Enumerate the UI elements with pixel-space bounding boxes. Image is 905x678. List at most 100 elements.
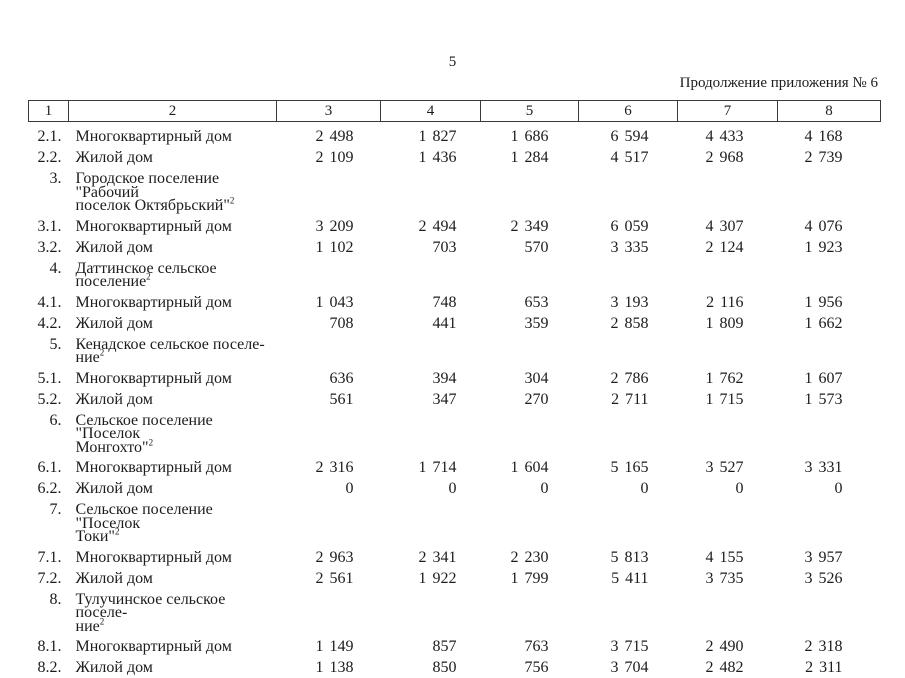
row-label: Жилой дом	[69, 478, 277, 499]
cell-value	[277, 589, 381, 637]
row-number: 4.1.	[29, 292, 69, 313]
cell-value: 756	[481, 657, 579, 678]
table-row: 8.Тулучинское сельское поселе-ние2	[29, 589, 881, 637]
cell-value: 1 762	[678, 368, 778, 389]
row-number: 8.1.	[29, 636, 69, 657]
cell-value: 3 957	[778, 547, 881, 568]
cell-value	[678, 499, 778, 547]
row-number: 5.2.	[29, 389, 69, 410]
footnote-marker: 2	[100, 348, 105, 358]
cell-value: 636	[277, 368, 381, 389]
row-label: Жилой дом	[69, 657, 277, 678]
cell-value: 2 968	[678, 147, 778, 168]
cell-value	[579, 410, 678, 458]
row-label: Многоквартирный дом	[69, 636, 277, 657]
row-label: Многоквартирный дом	[69, 122, 277, 148]
cell-value: 653	[481, 292, 579, 313]
cell-value: 1 922	[381, 568, 481, 589]
cell-value	[678, 258, 778, 292]
cell-value: 2 318	[778, 636, 881, 657]
row-number: 4.2.	[29, 313, 69, 334]
column-header: 3	[277, 101, 381, 122]
cell-value	[678, 589, 778, 637]
cell-value	[277, 499, 381, 547]
cell-value: 2 124	[678, 237, 778, 258]
cell-value: 3 715	[579, 636, 678, 657]
cell-value	[277, 410, 381, 458]
footnote-marker: 2	[115, 527, 120, 537]
cell-value	[481, 334, 579, 368]
row-number: 5.1.	[29, 368, 69, 389]
cell-value	[277, 334, 381, 368]
column-header: 7	[678, 101, 778, 122]
cell-value: 1 809	[678, 313, 778, 334]
cell-value: 5 411	[579, 568, 678, 589]
row-label: Многоквартирный дом	[69, 216, 277, 237]
cell-value: 1 573	[778, 389, 881, 410]
cell-value: 763	[481, 636, 579, 657]
row-label: Многоквартирный дом	[69, 457, 277, 478]
row-label: Жилой дом	[69, 313, 277, 334]
cell-value: 1 138	[277, 657, 381, 678]
cell-value: 1 149	[277, 636, 381, 657]
cell-value	[579, 258, 678, 292]
cell-value: 4 433	[678, 122, 778, 148]
cell-value	[778, 334, 881, 368]
table-row: 5.Кенадское сельское поселе-ние2	[29, 334, 881, 368]
cell-value	[778, 589, 881, 637]
cell-value	[579, 168, 678, 216]
cell-value: 1 714	[381, 457, 481, 478]
row-label: Жилой дом	[69, 237, 277, 258]
cell-value: 3 331	[778, 457, 881, 478]
cell-value: 2 498	[277, 122, 381, 148]
column-header: 8	[778, 101, 881, 122]
cell-value: 4 155	[678, 547, 778, 568]
cell-value: 2 494	[381, 216, 481, 237]
row-label: Жилой дом	[69, 568, 277, 589]
cell-value: 0	[579, 478, 678, 499]
cell-value: 2 963	[277, 547, 381, 568]
row-label: Тулучинское сельское поселе-ние2	[69, 589, 277, 637]
cell-value: 441	[381, 313, 481, 334]
cell-value: 0	[778, 478, 881, 499]
cell-value: 3 193	[579, 292, 678, 313]
cell-value	[381, 499, 481, 547]
cell-value: 2 858	[579, 313, 678, 334]
cell-value: 2 561	[277, 568, 381, 589]
cell-value: 2 786	[579, 368, 678, 389]
row-label: Кенадское сельское поселе-ние2	[69, 334, 277, 368]
cell-value	[678, 168, 778, 216]
table-row: 4.Даттинское сельское поселение2	[29, 258, 881, 292]
cell-value: 394	[381, 368, 481, 389]
cell-value	[481, 258, 579, 292]
cell-value: 3 527	[678, 457, 778, 478]
cell-value: 0	[381, 478, 481, 499]
cell-value: 1 043	[277, 292, 381, 313]
cell-value: 2 311	[778, 657, 881, 678]
row-label: Многоквартирный дом	[69, 368, 277, 389]
cell-value: 2 349	[481, 216, 579, 237]
cell-value: 1 284	[481, 147, 579, 168]
column-header: 2	[69, 101, 277, 122]
cell-value	[778, 258, 881, 292]
cell-value: 570	[481, 237, 579, 258]
cell-value: 2 109	[277, 147, 381, 168]
column-header: 5	[481, 101, 579, 122]
cell-value	[381, 168, 481, 216]
cell-value: 5 813	[579, 547, 678, 568]
row-label: Жилой дом	[69, 147, 277, 168]
